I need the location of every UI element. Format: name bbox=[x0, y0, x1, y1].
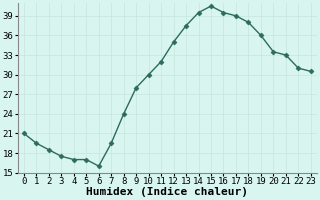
X-axis label: Humidex (Indice chaleur): Humidex (Indice chaleur) bbox=[86, 187, 248, 197]
